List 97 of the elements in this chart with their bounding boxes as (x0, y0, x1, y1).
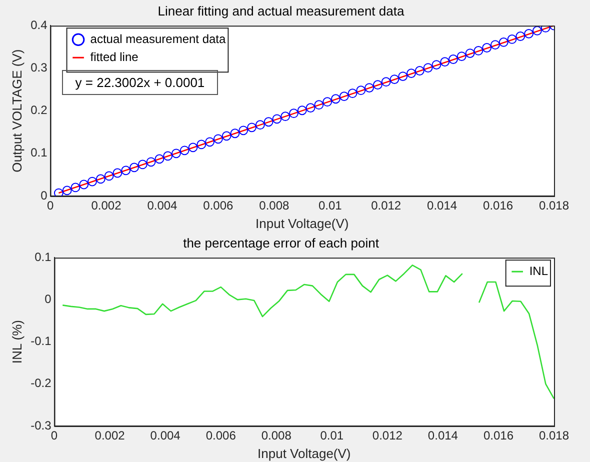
point (70, 182, 80, 192)
point (314, 100, 324, 110)
point (79, 180, 89, 190)
x-tick-label: 0.016 (483, 198, 514, 213)
point (540, 26, 550, 32)
point (414, 66, 424, 76)
x-tick-label: 0.014 (428, 428, 458, 443)
legend-label: actual measurement data (90, 32, 226, 46)
x-tick-label: 0.01 (318, 198, 342, 213)
point (339, 92, 349, 102)
point (322, 97, 332, 107)
point (180, 146, 190, 156)
y-axis-title: INL (%) (9, 320, 24, 364)
point (331, 94, 340, 104)
point (196, 140, 206, 150)
point (306, 103, 316, 113)
x-tick-label: 0.018 (538, 428, 570, 443)
point (373, 80, 382, 90)
y-tick-label: -0.2 (30, 376, 52, 390)
point (213, 134, 223, 144)
point (272, 114, 282, 124)
point (482, 43, 492, 52)
point (398, 72, 408, 81)
legend-label: INL (529, 264, 548, 278)
point (130, 162, 139, 172)
y-tick-label: 0 (40, 188, 48, 202)
chart-title: Linear fitting and actual measurement data (158, 3, 405, 18)
point (507, 34, 517, 44)
point (440, 57, 450, 67)
point (289, 108, 298, 118)
point (230, 128, 240, 138)
point (381, 77, 391, 87)
point (390, 74, 400, 84)
point (356, 86, 366, 96)
y-tick-label: 0.1 (34, 250, 52, 264)
x-tick-label: 0.004 (147, 198, 178, 213)
y-axis-title: Output VOLTAGE (V) (9, 49, 24, 172)
point (364, 83, 374, 92)
y-tick-label: 0 (44, 292, 52, 306)
x-tick-label: 0.006 (203, 198, 234, 213)
point (88, 176, 97, 186)
point (62, 186, 72, 196)
x-tick-label: 0.004 (150, 428, 181, 443)
point (154, 154, 164, 164)
point (465, 48, 475, 58)
point (255, 120, 265, 130)
x-tick-label: 0.018 (538, 198, 570, 213)
point (104, 171, 114, 181)
annotation: y = 22.3002x + 0.0001 (62, 70, 218, 95)
x-axis-title: Input Voltage(V) (256, 216, 349, 231)
x-tick-label: 0.006 (206, 428, 236, 443)
x-tick-label: 0.016 (483, 428, 514, 443)
y-tick-label: -0.3 (30, 418, 52, 432)
point (423, 63, 433, 72)
point (516, 32, 526, 41)
y-tick-label: 0.1 (30, 146, 48, 160)
x-tick-label: 0.012 (372, 428, 403, 443)
point (524, 28, 534, 38)
y-tick-label: 0.2 (30, 103, 48, 118)
point (280, 112, 290, 122)
point (448, 54, 458, 64)
legend-label: fitted line (90, 50, 139, 64)
point (297, 106, 307, 116)
point (432, 60, 442, 70)
x-tick-label: 0.014 (427, 198, 458, 213)
point (238, 126, 248, 136)
point (348, 88, 358, 98)
point (456, 52, 466, 61)
point (474, 46, 484, 56)
x-tick-label: 0.012 (371, 198, 402, 213)
x-tick-label: 0.008 (261, 428, 292, 443)
y-tick-label: -0.1 (30, 334, 52, 348)
point (222, 131, 232, 141)
point (112, 168, 122, 178)
y-tick-label: 0.3 (30, 60, 48, 75)
point (247, 122, 256, 132)
point (264, 117, 274, 127)
point (490, 40, 500, 50)
point (532, 26, 542, 36)
point (138, 160, 148, 170)
point (406, 68, 416, 78)
x-axis-title: Input Voltage(V) (258, 446, 351, 461)
point (121, 166, 131, 176)
x-tick-label: 0.01 (320, 428, 344, 443)
point (172, 148, 181, 158)
x-tick-label: 0.008 (259, 198, 290, 213)
x-tick-label: 0.002 (91, 198, 122, 213)
point (205, 137, 214, 147)
point (188, 142, 198, 152)
point (54, 188, 64, 196)
point (146, 157, 156, 167)
x-tick-label: 0.002 (94, 428, 126, 443)
chart-title: the percentage error of each point (183, 235, 380, 250)
y-tick-label: 0.4 (30, 18, 48, 32)
point (163, 151, 173, 161)
point (498, 38, 508, 47)
point (96, 174, 106, 184)
